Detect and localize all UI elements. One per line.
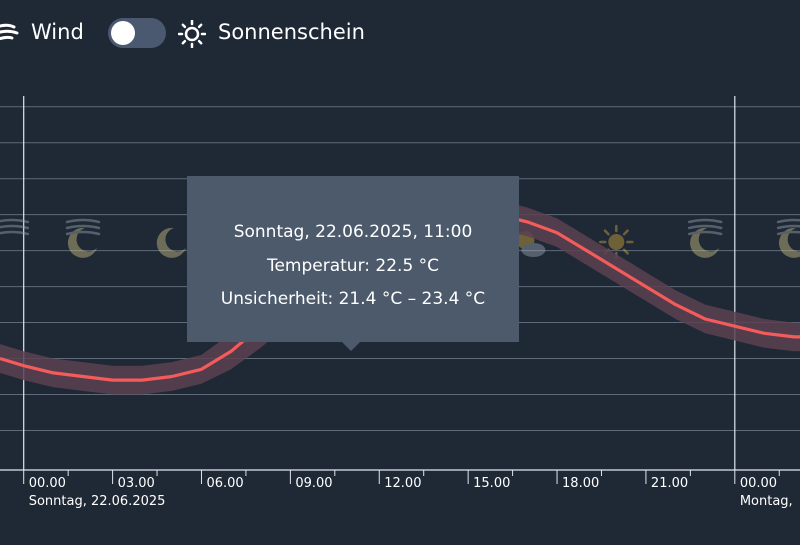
wind-stroke bbox=[0, 230, 30, 236]
wind-stroke bbox=[0, 224, 30, 230]
moon-shape bbox=[156, 227, 186, 258]
wind-stroke bbox=[776, 224, 800, 230]
wind-moon-icon bbox=[776, 218, 800, 258]
x-tick-label: 18.00 bbox=[562, 476, 599, 491]
x-tick-label: 06.00 bbox=[206, 476, 243, 491]
uncertainty-band bbox=[0, 196, 800, 395]
wind-icon bbox=[0, 218, 30, 236]
x-tick-label: 15.00 bbox=[473, 476, 510, 491]
x-tick-label: 00.00 bbox=[29, 476, 66, 491]
x-tick-label: 03.00 bbox=[118, 476, 155, 491]
x-tick-label: 21.00 bbox=[651, 476, 688, 491]
tooltip-uncertainty: Unsicherheit: 21.4 °C – 23.4 °C bbox=[220, 289, 486, 309]
toggle-knob[interactable] bbox=[111, 21, 135, 45]
sun-ray bbox=[622, 229, 629, 236]
wind-moon-icon bbox=[687, 218, 723, 258]
wind-stroke bbox=[0, 218, 30, 224]
wind-icon bbox=[0, 23, 19, 41]
wind-stroke bbox=[65, 224, 101, 230]
partly-cloudy-icon bbox=[516, 231, 546, 257]
wind-stroke bbox=[65, 218, 101, 224]
day-label: Sonntag, 22.06.2025 bbox=[29, 494, 166, 509]
sunshine-label: Sonnenschein bbox=[218, 20, 365, 44]
wind-stroke bbox=[776, 230, 800, 236]
day-label: Montag, bbox=[740, 494, 793, 509]
moon-shape bbox=[778, 227, 800, 258]
wind-stroke bbox=[687, 230, 723, 236]
wind-stroke bbox=[776, 218, 800, 224]
sun-icon bbox=[178, 20, 206, 48]
sun-ray bbox=[603, 229, 610, 236]
wind-stroke bbox=[687, 218, 723, 224]
tooltip-arrow bbox=[342, 342, 360, 351]
x-tick-label: 12.00 bbox=[384, 476, 421, 491]
sun-ray bbox=[622, 248, 629, 255]
wind-stroke bbox=[65, 230, 101, 236]
tooltip-temperature: Temperatur: 22.5 °C bbox=[266, 255, 440, 276]
wind-stroke bbox=[687, 224, 723, 230]
moon-icon bbox=[156, 227, 186, 258]
wind-sun-toggle[interactable] bbox=[108, 18, 166, 48]
tooltip: Sonntag, 22.06.2025, 11:00 Temperatur: 2… bbox=[187, 176, 519, 342]
tooltip-datetime: Sonntag, 22.06.2025, 11:00 bbox=[233, 222, 473, 242]
cloud-shape bbox=[521, 243, 546, 257]
wind-label: Wind bbox=[31, 20, 84, 44]
sun-core bbox=[608, 234, 625, 250]
moon-shape bbox=[690, 227, 720, 258]
moon-shape bbox=[67, 227, 97, 258]
wind-moon-icon bbox=[65, 218, 101, 258]
x-tick-label: 00.00 bbox=[740, 476, 777, 491]
x-tick-label: 09.00 bbox=[295, 476, 332, 491]
